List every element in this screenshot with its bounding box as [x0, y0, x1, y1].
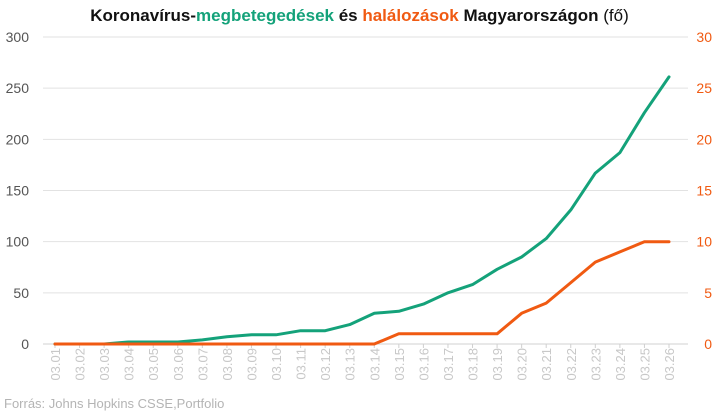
title-part-5: Magyarországon — [458, 6, 604, 25]
y-left-tick-label: 150 — [6, 183, 30, 199]
title-deaths-word: halálozások — [362, 6, 459, 25]
x-tick-label: 03.26 — [662, 348, 677, 381]
x-tick-label: 03.04 — [122, 348, 137, 381]
y-left-tick-label: 200 — [6, 131, 30, 147]
x-tick-label: 03.10 — [269, 348, 284, 381]
title-part-3: és — [333, 6, 363, 25]
x-tick-label: 03.03 — [97, 348, 112, 381]
x-tick-label: 03.17 — [441, 348, 456, 381]
x-tick-label: 03.07 — [195, 348, 210, 381]
chart-title: Koronavírus-megbetegedések és halálozáso… — [0, 6, 719, 26]
x-tick-label: 03.12 — [318, 348, 333, 381]
title-part-1: Koronavírus- — [90, 6, 197, 25]
x-tick-label: 03.14 — [367, 348, 382, 381]
x-tick-label: 03.05 — [146, 348, 161, 381]
deaths-series-line — [53, 240, 671, 346]
x-tick-label: 03.21 — [539, 348, 554, 381]
y-right-tick-label: 15 — [696, 183, 712, 199]
x-tick-label: 03.19 — [490, 348, 505, 381]
y-right-tick-label: 10 — [696, 234, 712, 250]
x-tick-label: 03.15 — [392, 348, 407, 381]
x-tick-label: 03.23 — [588, 348, 603, 381]
y-right-tick-label: 30 — [696, 29, 712, 45]
x-tick-label: 03.24 — [613, 348, 628, 381]
y-right-tick-label: 25 — [696, 80, 712, 96]
source-note: Forrás: Johns Hopkins CSSE,Portfolio — [4, 396, 225, 411]
x-tick-label: 03.16 — [416, 348, 431, 381]
y-left-tick-label: 0 — [21, 336, 29, 352]
x-tick-label: 03.02 — [73, 348, 88, 381]
x-tick-label: 03.01 — [48, 348, 63, 381]
cases-series-line — [53, 75, 671, 346]
x-tick-label: 03.25 — [637, 348, 652, 381]
y-left-tick-label: 250 — [6, 80, 30, 96]
y-right-tick-label: 20 — [696, 131, 712, 147]
x-tick-label: 03.06 — [171, 348, 186, 381]
x-tick-label: 03.11 — [294, 348, 309, 380]
y-right-tick-label: 5 — [704, 285, 712, 301]
y-right-tick-label: 0 — [704, 336, 712, 352]
x-tick-label: 03.22 — [564, 348, 579, 381]
y-left-tick-label: 300 — [6, 29, 30, 45]
x-tick-label: 03.20 — [515, 348, 530, 381]
title-unit: (fő) — [603, 6, 629, 25]
x-tick-label: 03.09 — [244, 348, 259, 381]
x-tick-label: 03.13 — [343, 348, 358, 381]
x-tick-label: 03.18 — [466, 348, 481, 381]
y-left-tick-label: 50 — [13, 285, 29, 301]
title-cases-word: megbetegedések — [196, 6, 334, 25]
y-left-tick-label: 100 — [6, 234, 30, 250]
x-tick-label: 03.08 — [220, 348, 235, 381]
